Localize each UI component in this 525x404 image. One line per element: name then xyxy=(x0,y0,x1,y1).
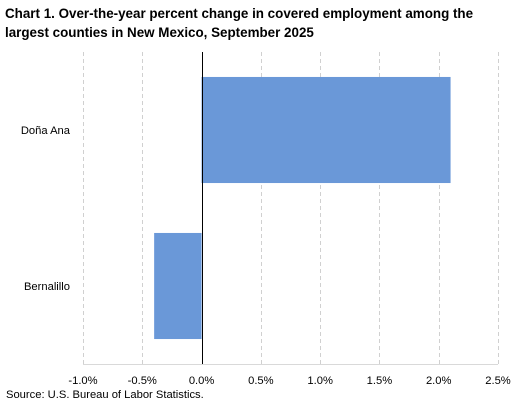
category-label: Doña Ana xyxy=(21,125,71,137)
bar-do-a-ana xyxy=(201,76,451,184)
source-note: Source: U.S. Bureau of Labor Statistics. xyxy=(6,389,204,401)
labels: Doña Ana Bernalillo -1.0% -0.5% 0.0% 0.5% 1.0%… xyxy=(21,125,511,387)
x-tick-label: 0.0% xyxy=(189,375,215,387)
axes xyxy=(83,52,498,365)
category-label: Bernalillo xyxy=(24,281,70,293)
bar-bernalillo xyxy=(154,232,202,340)
x-tick-label: -0.5% xyxy=(128,375,157,387)
chart-title: Chart 1. Over-the-year percent change in… xyxy=(5,6,474,40)
x-tick-label: 0.5% xyxy=(248,375,274,387)
x-tick-label: 2.5% xyxy=(485,375,511,387)
x-tick-label: 1.5% xyxy=(367,375,393,387)
x-tick-label: -1.0% xyxy=(68,375,97,387)
bars xyxy=(154,76,451,340)
x-tick-label: 2.0% xyxy=(426,375,452,387)
x-tick-label: 1.0% xyxy=(307,375,333,387)
